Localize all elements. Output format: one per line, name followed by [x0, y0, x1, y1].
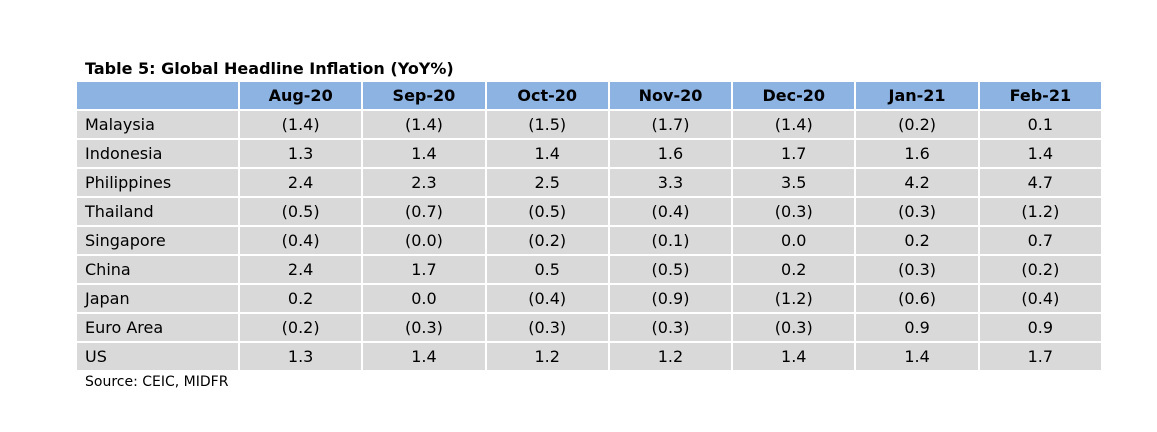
table-cell: 0.1 — [977, 109, 1104, 140]
table-cell: 4.2 — [854, 167, 980, 198]
header-row: Aug-20 Sep-20 Oct-20 Nov-20 Dec-20 Jan-21 Feb-… — [75, 80, 1104, 111]
column-header: Jan-21 — [854, 80, 980, 111]
column-header: Dec-20 — [731, 80, 857, 111]
table-cell: 0.0 — [731, 225, 857, 256]
table-cell: 2.3 — [361, 167, 487, 198]
table-cell: (0.0) — [361, 225, 487, 256]
table-cell: 4.7 — [977, 167, 1104, 198]
row-label: Euro Area — [75, 312, 240, 343]
row-label: US — [75, 341, 240, 372]
table-cell: 3.5 — [731, 167, 857, 198]
table-cell: 1.4 — [977, 138, 1104, 169]
table-cell: 0.2 — [854, 225, 980, 256]
table-cell: (0.3) — [607, 312, 734, 343]
table-row: Singapore (0.4) (0.0) (0.2) (0.1) 0.0 0.2 0.7 — [75, 225, 1104, 256]
table-cell: (1.7) — [607, 109, 734, 140]
table-cell: (0.3) — [731, 312, 857, 343]
table-row: Malaysia (1.4) (1.4) (1.5) (1.7) (1.4) (0.2) 0.… — [75, 109, 1104, 140]
table-cell: (0.4) — [607, 196, 734, 227]
table-row: Thailand (0.5) (0.7) (0.5) (0.4) (0.3) (0.3) (1… — [75, 196, 1104, 227]
row-label: Japan — [75, 283, 240, 314]
table-cell: (0.2) — [237, 312, 364, 343]
table-cell: 1.4 — [731, 341, 857, 372]
table-cell: 1.2 — [484, 341, 610, 372]
column-header: Oct-20 — [484, 80, 610, 111]
table-cell: (0.1) — [607, 225, 734, 256]
table-cell: 1.7 — [361, 254, 487, 285]
table-cell: 1.4 — [854, 341, 980, 372]
column-header: Sep-20 — [361, 80, 487, 111]
table-cell: (0.3) — [484, 312, 610, 343]
table-cell: 0.0 — [361, 283, 487, 314]
table-cell: 1.4 — [361, 138, 487, 169]
corner-cell — [75, 80, 240, 111]
table-cell: (0.3) — [361, 312, 487, 343]
table-block: Table 5: Global Headline Inflation (YoY%… — [75, 58, 1104, 390]
table-cell: (0.7) — [361, 196, 487, 227]
table-cell: 1.6 — [607, 138, 734, 169]
table-cell: (0.3) — [854, 254, 980, 285]
table-cell: 1.4 — [361, 341, 487, 372]
table-cell: 2.4 — [237, 254, 364, 285]
table-cell: 1.4 — [484, 138, 610, 169]
table-cell: 3.3 — [607, 167, 734, 198]
table-cell: 1.3 — [237, 138, 364, 169]
row-label: China — [75, 254, 240, 285]
inflation-table: Aug-20 Sep-20 Oct-20 Nov-20 Dec-20 Jan-21 Feb-… — [75, 80, 1104, 372]
table-cell: 0.9 — [977, 312, 1104, 343]
table-cell: (1.2) — [731, 283, 857, 314]
table-row: Euro Area (0.2) (0.3) (0.3) (0.3) (0.3) 0.9 0.9 — [75, 312, 1104, 343]
table-cell: (0.2) — [854, 109, 980, 140]
table-cell: (0.3) — [731, 196, 857, 227]
table-cell: (0.2) — [484, 225, 610, 256]
table-cell: (0.6) — [854, 283, 980, 314]
row-label: Singapore — [75, 225, 240, 256]
table-cell: (0.9) — [607, 283, 734, 314]
table-cell: 2.4 — [237, 167, 364, 198]
table-cell: (1.4) — [237, 109, 364, 140]
table-cell: (0.4) — [977, 283, 1104, 314]
table-cell: 0.2 — [731, 254, 857, 285]
table-cell: 2.5 — [484, 167, 610, 198]
table-cell: (1.4) — [361, 109, 487, 140]
table-cell: 0.5 — [484, 254, 610, 285]
table-cell: (0.5) — [484, 196, 610, 227]
row-label: Indonesia — [75, 138, 240, 169]
table-row: China 2.4 1.7 0.5 (0.5) 0.2 (0.3) (0.2) — [75, 254, 1104, 285]
row-label: Thailand — [75, 196, 240, 227]
table-cell: (0.2) — [977, 254, 1104, 285]
table-cell: 1.2 — [607, 341, 734, 372]
table-cell: (0.4) — [237, 225, 364, 256]
row-label: Philippines — [75, 167, 240, 198]
source-note: Source: CEIC, MIDFR — [85, 374, 229, 390]
column-header: Feb-21 — [977, 80, 1104, 111]
table-row: Japan 0.2 0.0 (0.4) (0.9) (1.2) (0.6) (0.4) — [75, 283, 1104, 314]
table-cell: (0.5) — [607, 254, 734, 285]
table-cell: 0.7 — [977, 225, 1104, 256]
table-title: Table 5: Global Headline Inflation (YoY%… — [85, 59, 454, 78]
table-row: Indonesia 1.3 1.4 1.4 1.6 1.7 1.6 1.4 — [75, 138, 1104, 169]
table-body: Malaysia (1.4) (1.4) (1.5) (1.7) (1.4) (0.2) 0.… — [75, 109, 1104, 372]
table-cell: 0.9 — [854, 312, 980, 343]
table-cell: (0.3) — [854, 196, 980, 227]
column-header: Nov-20 — [607, 80, 734, 111]
table-cell: 0.2 — [237, 283, 364, 314]
table-cell: (1.4) — [731, 109, 857, 140]
table-row: US 1.3 1.4 1.2 1.2 1.4 1.4 1.7 — [75, 341, 1104, 372]
table-cell: (0.4) — [484, 283, 610, 314]
table-cell: (0.5) — [237, 196, 364, 227]
table-cell: 1.7 — [977, 341, 1104, 372]
table-cell: 1.7 — [731, 138, 857, 169]
table-cell: 1.6 — [854, 138, 980, 169]
table-cell: 1.3 — [237, 341, 364, 372]
table-cell: (1.5) — [484, 109, 610, 140]
table-row: Philippines 2.4 2.3 2.5 3.3 3.5 4.2 4.7 — [75, 167, 1104, 198]
table-cell: (1.2) — [977, 196, 1104, 227]
row-label: Malaysia — [75, 109, 240, 140]
column-header: Aug-20 — [237, 80, 364, 111]
